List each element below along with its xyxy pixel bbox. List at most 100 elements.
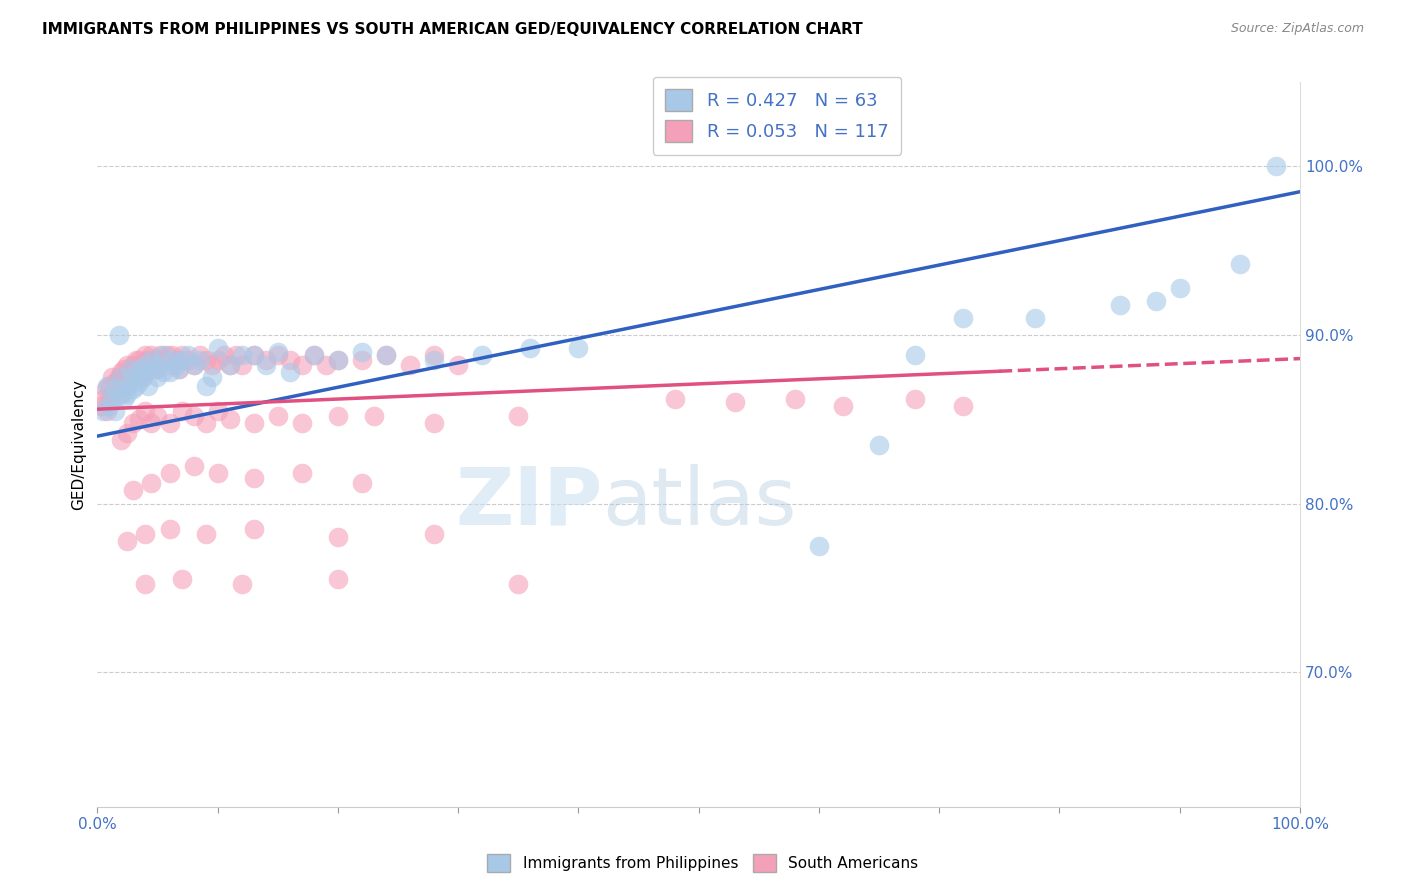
Legend: R = 0.427   N = 63, R = 0.053   N = 117: R = 0.427 N = 63, R = 0.053 N = 117 [652, 77, 901, 155]
Point [110, 365, 132, 379]
Point [120, 361, 142, 376]
Point [423, 527, 446, 541]
Legend: Immigrants from Philippines, South Americans: Immigrants from Philippines, South Ameri… [479, 846, 927, 880]
Point [128, 361, 150, 376]
Y-axis label: GED/Equivalency: GED/Equivalency [72, 379, 86, 510]
Point [101, 392, 124, 406]
Point [112, 361, 135, 376]
Point [122, 370, 145, 384]
Point [159, 365, 181, 379]
Point [267, 409, 290, 423]
Point [952, 399, 974, 413]
Point [375, 348, 398, 362]
Point [141, 348, 163, 362]
Point [141, 416, 163, 430]
Point [117, 387, 139, 401]
Point [167, 361, 190, 376]
Text: ZIP: ZIP [456, 464, 603, 541]
Point [254, 359, 277, 373]
Point [1024, 311, 1046, 326]
Point [104, 375, 127, 389]
Point [160, 353, 183, 368]
Point [278, 365, 301, 379]
Point [112, 392, 135, 406]
Point [90, 399, 112, 413]
Point [225, 348, 247, 362]
Point [201, 359, 224, 373]
Point [471, 348, 494, 362]
Point [1144, 294, 1167, 309]
Point [159, 359, 181, 373]
Point [141, 476, 163, 491]
Point [98, 378, 121, 392]
Point [664, 392, 686, 406]
Point [183, 409, 205, 423]
Point [110, 387, 132, 401]
Text: IMMIGRANTS FROM PHILIPPINES VS SOUTH AMERICAN GED/EQUIVALENCY CORRELATION CHART: IMMIGRANTS FROM PHILIPPINES VS SOUTH AME… [42, 22, 863, 37]
Point [128, 375, 150, 389]
Point [188, 353, 211, 368]
Point [832, 399, 855, 413]
Point [159, 522, 181, 536]
Point [1168, 281, 1191, 295]
Point [136, 378, 159, 392]
Point [134, 404, 156, 418]
Point [1229, 257, 1251, 271]
Point [128, 353, 150, 368]
Point [122, 359, 145, 373]
Point [104, 382, 127, 396]
Point [96, 378, 118, 392]
Point [194, 378, 217, 392]
Point [152, 348, 174, 362]
Point [423, 348, 446, 362]
Point [350, 344, 373, 359]
Point [143, 361, 166, 376]
Point [104, 404, 127, 418]
Point [146, 353, 169, 368]
Point [170, 353, 193, 368]
Point [132, 359, 155, 373]
Point [136, 353, 159, 368]
Point [110, 387, 132, 401]
Point [423, 353, 446, 368]
Point [399, 359, 422, 373]
Point [231, 577, 253, 591]
Point [117, 370, 139, 384]
Point [194, 353, 217, 368]
Point [108, 378, 131, 392]
Point [350, 353, 373, 368]
Point [117, 359, 139, 373]
Point [231, 348, 253, 362]
Point [231, 359, 253, 373]
Point [110, 375, 132, 389]
Point [242, 348, 264, 362]
Point [160, 348, 183, 362]
Point [125, 353, 148, 368]
Point [326, 409, 349, 423]
Point [134, 359, 156, 373]
Point [141, 359, 163, 373]
Point [904, 392, 927, 406]
Point [146, 409, 169, 423]
Text: atlas: atlas [603, 464, 797, 541]
Point [194, 416, 217, 430]
Point [110, 370, 132, 384]
Point [170, 404, 193, 418]
Point [201, 370, 224, 384]
Point [519, 342, 541, 356]
Point [207, 353, 229, 368]
Point [218, 359, 240, 373]
Point [807, 539, 830, 553]
Point [117, 425, 139, 440]
Point [207, 404, 229, 418]
Point [291, 359, 314, 373]
Point [146, 370, 169, 384]
Point [868, 437, 890, 451]
Point [267, 344, 290, 359]
Point [146, 359, 169, 373]
Point [117, 533, 139, 548]
Point [176, 353, 198, 368]
Point [302, 348, 325, 362]
Point [156, 348, 179, 362]
Point [125, 378, 148, 392]
